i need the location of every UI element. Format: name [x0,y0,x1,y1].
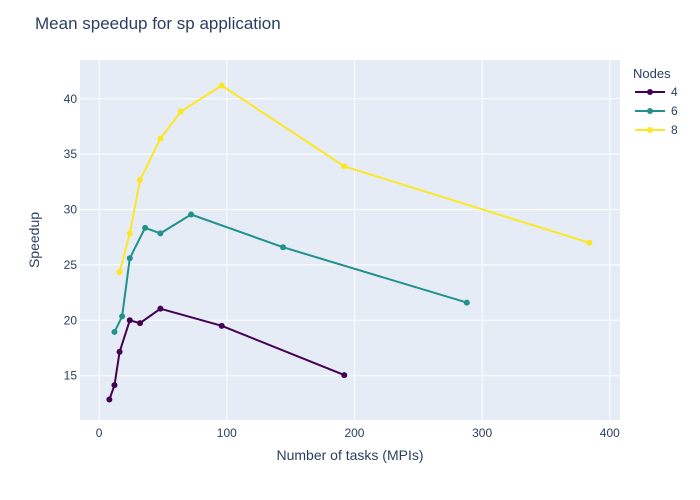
data-point [157,305,164,312]
data-point [157,135,164,142]
legend-swatch-marker [647,108,653,114]
x-tick-label: 200 [344,426,364,440]
series-4 [106,305,348,403]
series-6 [111,211,470,335]
series-lines [106,82,593,403]
y-tick-label: 35 [64,147,78,161]
series-8 [116,82,593,276]
data-point [586,239,593,246]
data-point [137,320,143,327]
data-point [106,396,113,403]
chart-title: Mean speedup for sp application [35,14,281,33]
data-point [116,269,123,276]
series-line-6 [113,213,468,333]
legend-label: 8 [671,123,678,137]
data-point [463,299,470,306]
data-point [119,313,126,320]
legend: Nodes 4 6 8 [633,66,678,137]
data-point [218,322,225,329]
y-tick-label: 15 [64,369,78,383]
y-tick-label: 40 [64,92,78,106]
legend-items: 4 6 8 [635,85,678,137]
legend-swatch-marker [647,127,653,133]
data-point [157,230,164,237]
data-point [341,163,348,170]
legend-item-6: 6 [635,104,678,118]
x-tick-label: 0 [96,426,103,440]
legend-title: Nodes [633,66,671,81]
y-tick-label: 30 [64,203,78,217]
data-point [126,317,133,324]
data-point [126,255,133,262]
x-tick-label: 100 [217,426,237,440]
legend-label: 6 [671,104,678,118]
y-tick-label: 25 [64,258,78,272]
legend-item-8: 8 [635,123,678,137]
series-line-8 [118,84,590,273]
x-tick-label: 400 [600,426,620,440]
data-point [279,244,286,251]
legend-label: 4 [671,85,678,99]
data-point [111,382,118,389]
y-tick-label: 20 [64,313,78,327]
data-point [188,211,195,218]
data-point [116,348,123,355]
plot-area [80,60,620,420]
data-point [137,177,143,184]
x-tick-label: 300 [472,426,492,440]
data-point [341,372,348,379]
legend-swatch-marker [647,89,653,95]
data-point [177,108,184,115]
data-point [218,82,225,89]
data-point [142,224,149,231]
gridlines [80,60,620,420]
y-axis-title: Speedup [26,212,42,268]
series-line-4 [108,307,345,400]
data-point [126,230,133,237]
legend-item-4: 4 [635,85,678,99]
x-axis-title: Number of tasks (MPIs) [276,447,423,463]
data-point [111,328,118,335]
axis-ticks: 0 100 200 300 400 15 20 25 30 35 40 [64,92,620,440]
